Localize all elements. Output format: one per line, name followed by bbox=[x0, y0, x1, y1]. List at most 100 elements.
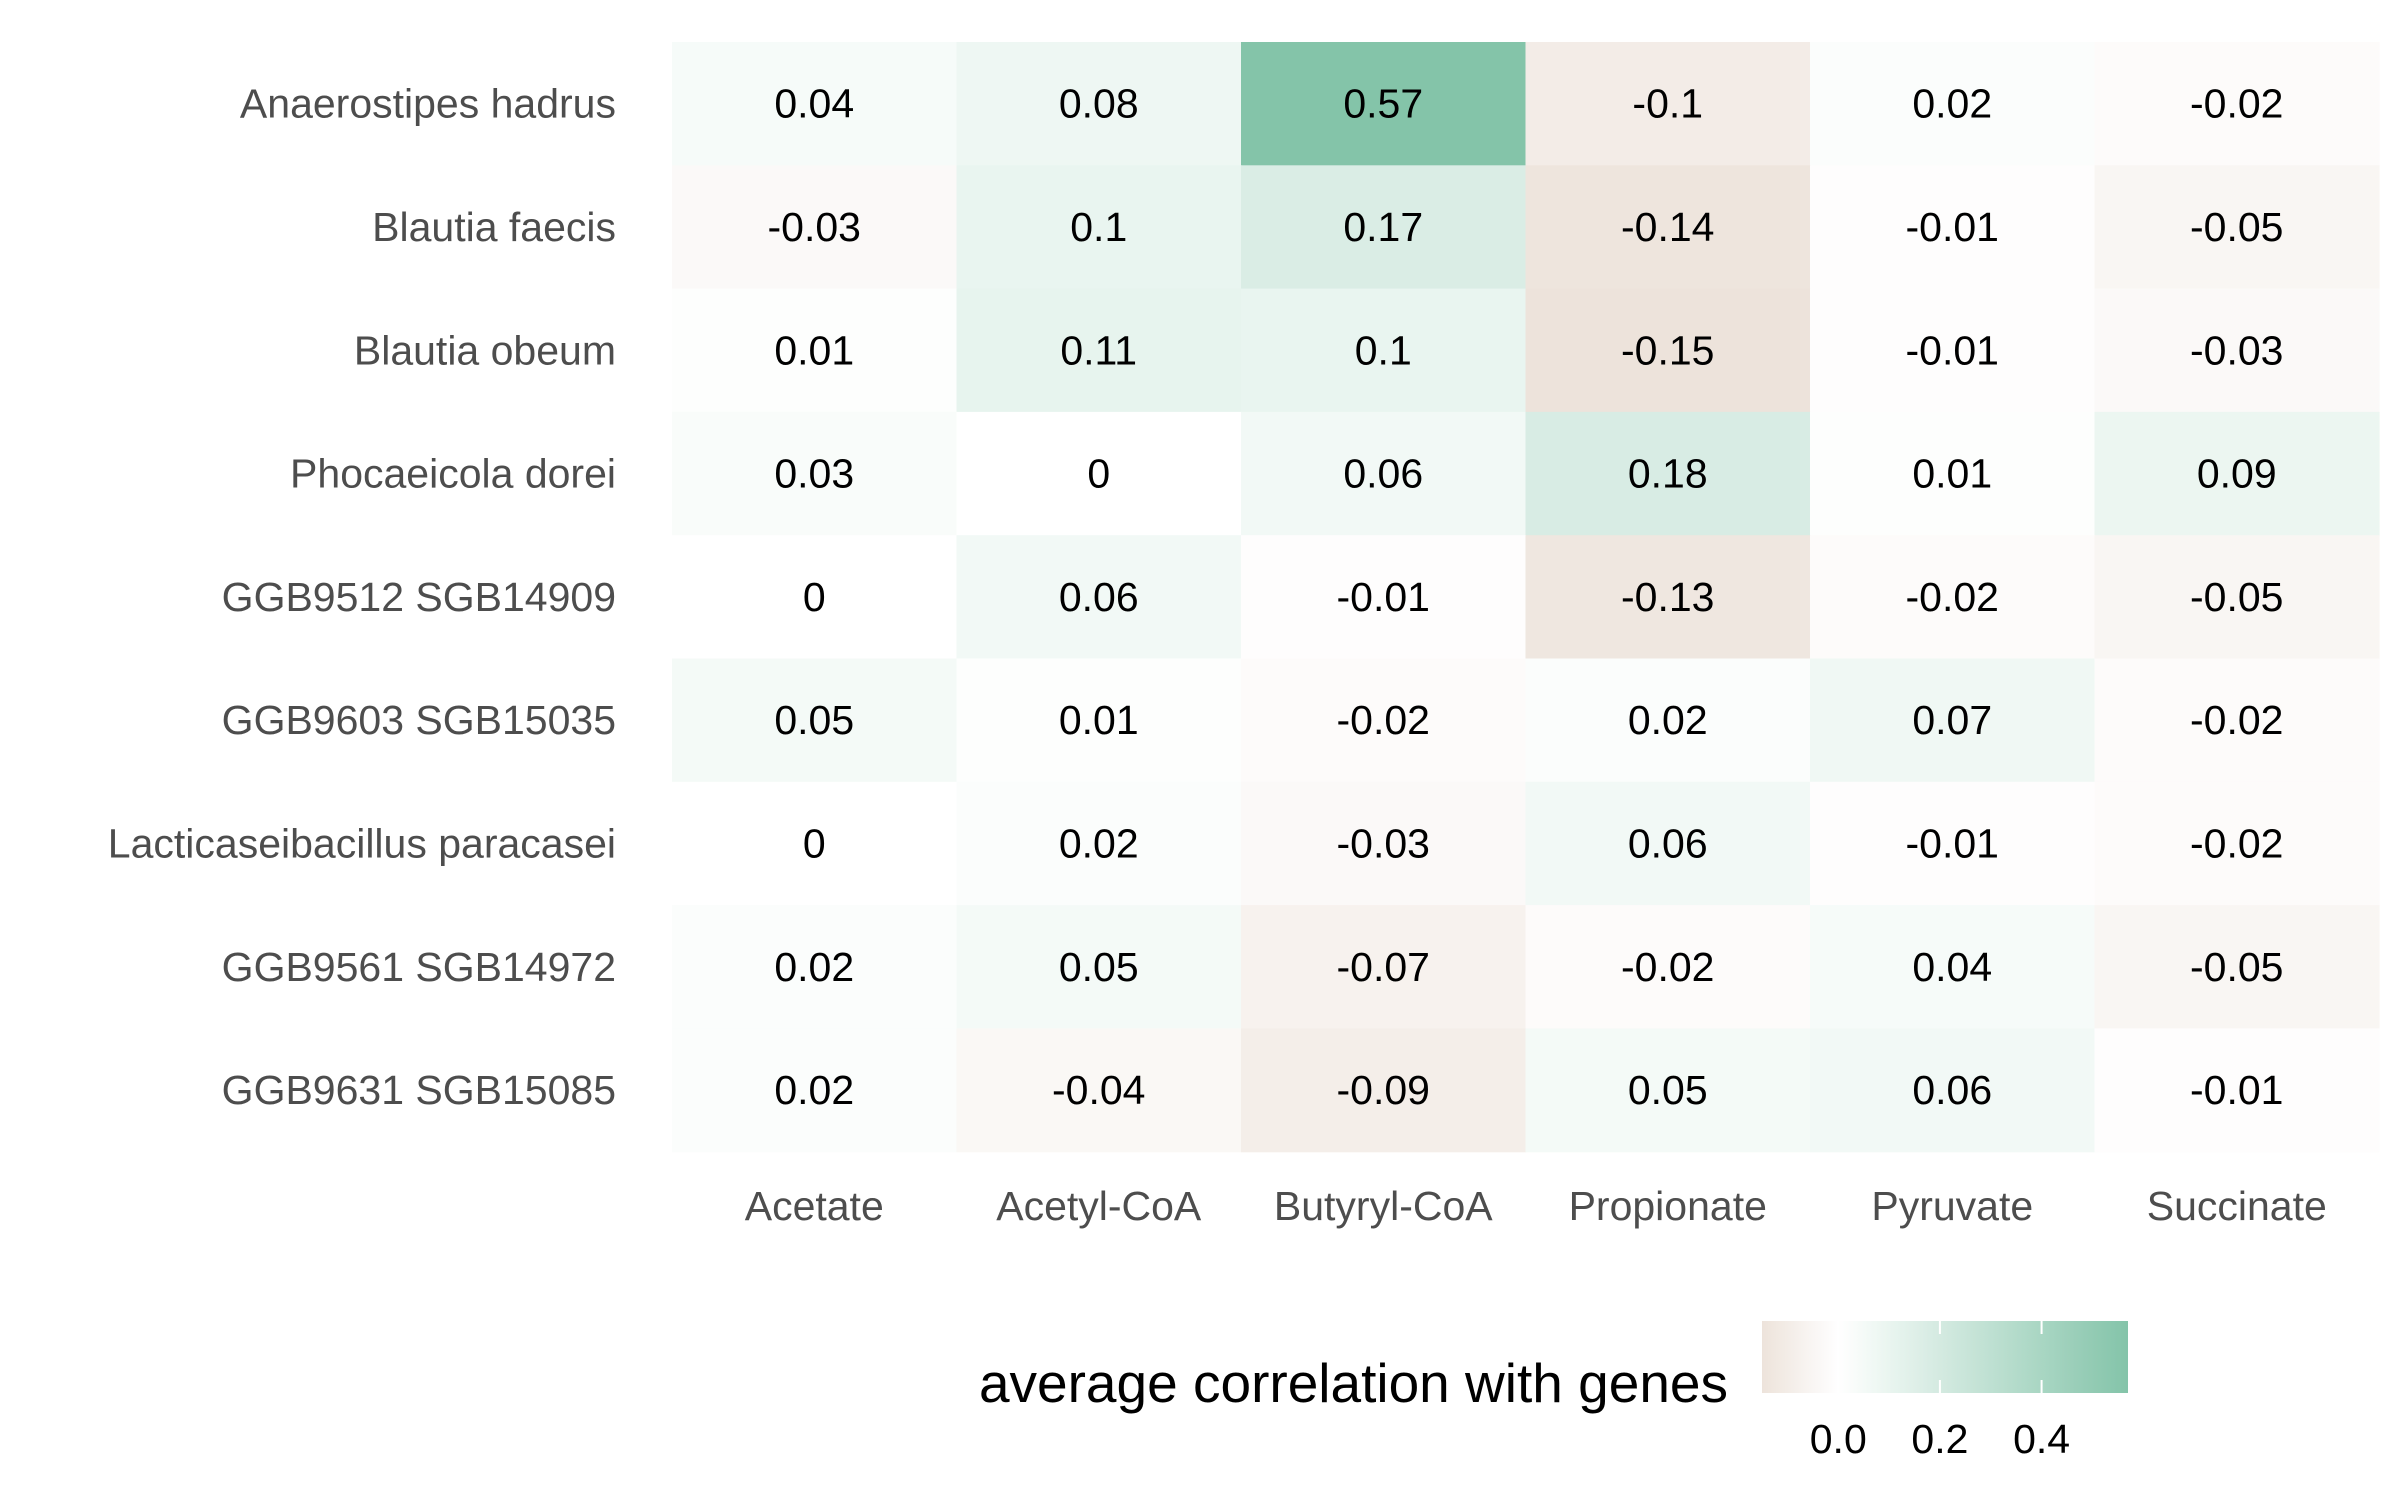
cell-value-label: 0.09 bbox=[2197, 451, 2277, 497]
column-axis-labels: Acetate Acetyl-CoA Butyryl-CoA Propionate Py… bbox=[745, 1183, 2327, 1229]
heatmap-cell-lacticaseibacillus-paracasei-pyruvate bbox=[1810, 781, 2096, 906]
cell-value-label: 0.01 bbox=[1912, 451, 1992, 497]
heatmap-cell-blautia-faecis-acetate bbox=[672, 165, 958, 290]
heatmap-cell-blautia-obeum-acetate bbox=[672, 288, 958, 413]
cell-value-label: 0.02 bbox=[774, 1067, 854, 1113]
cell-value-label: 0.07 bbox=[1912, 697, 1992, 743]
heatmap-cell-phocaeicola-dorei-butyryl-coa bbox=[1241, 411, 1527, 536]
column-label-pyruvate: Pyruvate bbox=[1871, 1183, 2033, 1229]
heatmap-cell-anaerostipes-hadrus-acetyl-coa bbox=[956, 42, 1242, 166]
cell-value-label: 0.01 bbox=[774, 327, 854, 373]
legend-tick-label: 0.0 bbox=[1810, 1416, 1867, 1462]
cell-value-label: -0.05 bbox=[2190, 204, 2283, 250]
legend-ticks: 0.0 0.2 0.4 bbox=[1810, 1321, 2070, 1462]
cell-value-label: -0.04 bbox=[1052, 1067, 1145, 1113]
heatmap-cell-lacticaseibacillus-paracasei-propionate bbox=[1525, 781, 1811, 906]
heatmap-cell-anaerostipes-hadrus-succinate bbox=[2094, 42, 2380, 166]
cell-value-label: 0.02 bbox=[1912, 81, 1992, 127]
heatmap-cell-phocaeicola-dorei-pyruvate bbox=[1810, 411, 2096, 536]
cell-value-label: -0.02 bbox=[2190, 697, 2283, 743]
heatmap-cell-anaerostipes-hadrus-butyryl-coa bbox=[1241, 42, 1527, 166]
heatmap-cell-ggb9631-sgb15085-acetate bbox=[672, 1028, 958, 1153]
heatmap-cell-ggb9631-sgb15085-butyryl-coa bbox=[1241, 1028, 1527, 1153]
column-label-succinate: Succinate bbox=[2147, 1183, 2327, 1229]
row-label-ggb9561-sgb14972: GGB9561 SGB14972 bbox=[222, 944, 616, 990]
heatmap-cell-ggb9631-sgb15085-succinate bbox=[2094, 1028, 2380, 1153]
cell-value-label: 0.18 bbox=[1628, 451, 1708, 497]
heatmap-cell-anaerostipes-hadrus-propionate bbox=[1525, 42, 1811, 166]
heatmap-cell-ggb9631-sgb15085-propionate bbox=[1525, 1028, 1811, 1153]
row-label-ggb9603-sgb15035: GGB9603 SGB15035 bbox=[222, 697, 616, 743]
heatmap-cell-lacticaseibacillus-paracasei-acetate bbox=[672, 781, 958, 906]
column-label-acetate: Acetate bbox=[745, 1183, 884, 1229]
heatmap-cell-lacticaseibacillus-paracasei-acetyl-coa bbox=[956, 781, 1242, 906]
heatmap-cell-ggb9561-sgb14972-propionate bbox=[1525, 905, 1811, 1029]
heatmap-cell-blautia-faecis-pyruvate bbox=[1810, 165, 2096, 290]
heatmap-cell-blautia-faecis-acetyl-coa bbox=[956, 165, 1242, 290]
cell-value-label: -0.14 bbox=[1621, 204, 1714, 250]
cell-value-label: 0.01 bbox=[1059, 697, 1139, 743]
cell-value-label: 0.06 bbox=[1343, 451, 1423, 497]
heatmap-cells bbox=[672, 42, 2380, 1153]
cell-value-label: -0.01 bbox=[1906, 327, 1999, 373]
cell-value-label: 0.57 bbox=[1343, 81, 1423, 127]
cell-value-label: 0.11 bbox=[1060, 327, 1137, 373]
row-label-phocaeicola-dorei: Phocaeicola dorei bbox=[290, 451, 616, 497]
heatmap-cell-ggb9561-sgb14972-acetate bbox=[672, 905, 958, 1029]
cell-value-label: 0.05 bbox=[1628, 1067, 1708, 1113]
cell-value-label: -0.09 bbox=[1337, 1067, 1430, 1113]
color-legend: average correlation with genes 0.0 0.2 0.4 bbox=[979, 1321, 2128, 1462]
cell-value-label: 0.06 bbox=[1059, 574, 1139, 620]
cell-value-label: 0.05 bbox=[774, 697, 854, 743]
cell-value-label: -0.02 bbox=[1906, 574, 1999, 620]
cell-value-label: -0.02 bbox=[2190, 820, 2283, 866]
cell-value-label: 0.1 bbox=[1070, 204, 1127, 250]
heatmap-cell-blautia-obeum-acetyl-coa bbox=[956, 288, 1242, 413]
row-label-lacticaseibacillus-paracasei: Lacticaseibacillus paracasei bbox=[108, 820, 616, 866]
heatmap-cell-ggb9512-sgb14909-acetate bbox=[672, 535, 958, 660]
heatmap-cell-blautia-faecis-succinate bbox=[2094, 165, 2380, 290]
heatmap-cell-ggb9631-sgb15085-acetyl-coa bbox=[956, 1028, 1242, 1153]
heatmap-cell-ggb9603-sgb15035-pyruvate bbox=[1810, 658, 2096, 783]
cell-value-label: 0.04 bbox=[774, 81, 854, 127]
cell-value-label: -0.02 bbox=[2190, 81, 2283, 127]
row-label-anaerostipes-hadrus: Anaerostipes hadrus bbox=[240, 81, 616, 127]
heatmap-cell-blautia-obeum-pyruvate bbox=[1810, 288, 2096, 413]
cell-value-label: 0.08 bbox=[1059, 81, 1139, 127]
cell-value-label: 0.02 bbox=[774, 944, 854, 990]
cell-value-label: 0 bbox=[803, 574, 826, 620]
cell-value-label: -0.07 bbox=[1337, 944, 1430, 990]
legend-tick-label: 0.4 bbox=[2013, 1416, 2070, 1462]
cell-value-label: -0.02 bbox=[1337, 697, 1430, 743]
heatmap-cell-ggb9512-sgb14909-propionate bbox=[1525, 535, 1811, 660]
heatmap-cell-ggb9603-sgb15035-acetyl-coa bbox=[956, 658, 1242, 783]
heatmap-cell-labels: 0.04 0.08 0.57 -0.1 0.02 -0.02 -0.03 0.1 0.17 -0.… bbox=[768, 81, 2284, 1113]
heatmap-cell-ggb9603-sgb15035-propionate bbox=[1525, 658, 1811, 783]
heatmap-cell-blautia-obeum-propionate bbox=[1525, 288, 1811, 413]
heatmap-cell-ggb9631-sgb15085-pyruvate bbox=[1810, 1028, 2096, 1153]
cell-value-label: -0.01 bbox=[1906, 204, 1999, 250]
cell-value-label: 0.02 bbox=[1059, 820, 1139, 866]
heatmap-cell-ggb9603-sgb15035-butyryl-coa bbox=[1241, 658, 1527, 783]
row-label-ggb9512-sgb14909: GGB9512 SGB14909 bbox=[222, 574, 616, 620]
cell-value-label: -0.03 bbox=[768, 204, 861, 250]
cell-value-label: -0.15 bbox=[1621, 327, 1714, 373]
cell-value-label: -0.03 bbox=[2190, 327, 2283, 373]
cell-value-label: 0.06 bbox=[1912, 1067, 1992, 1113]
heatmap-cell-anaerostipes-hadrus-acetate bbox=[672, 42, 958, 166]
heatmap-cell-phocaeicola-dorei-acetyl-coa bbox=[956, 411, 1242, 536]
row-label-ggb9631-sgb15085: GGB9631 SGB15085 bbox=[222, 1067, 616, 1113]
column-label-butyryl-coa: Butyryl-CoA bbox=[1274, 1183, 1493, 1229]
heatmap-cell-ggb9512-sgb14909-pyruvate bbox=[1810, 535, 2096, 660]
legend-color-bar bbox=[1762, 1321, 2128, 1393]
cell-value-label: -0.13 bbox=[1621, 574, 1714, 620]
cell-value-label: -0.05 bbox=[2190, 574, 2283, 620]
heatmap-cell-ggb9512-sgb14909-acetyl-coa bbox=[956, 535, 1242, 660]
heatmap-cell-ggb9561-sgb14972-butyryl-coa bbox=[1241, 905, 1527, 1029]
heatmap-cell-blautia-faecis-butyryl-coa bbox=[1241, 165, 1527, 290]
heatmap-cell-phocaeicola-dorei-propionate bbox=[1525, 411, 1811, 536]
cell-value-label: 0.06 bbox=[1628, 820, 1708, 866]
legend-title: average correlation with genes bbox=[979, 1352, 1728, 1414]
cell-value-label: 0.17 bbox=[1343, 204, 1423, 250]
